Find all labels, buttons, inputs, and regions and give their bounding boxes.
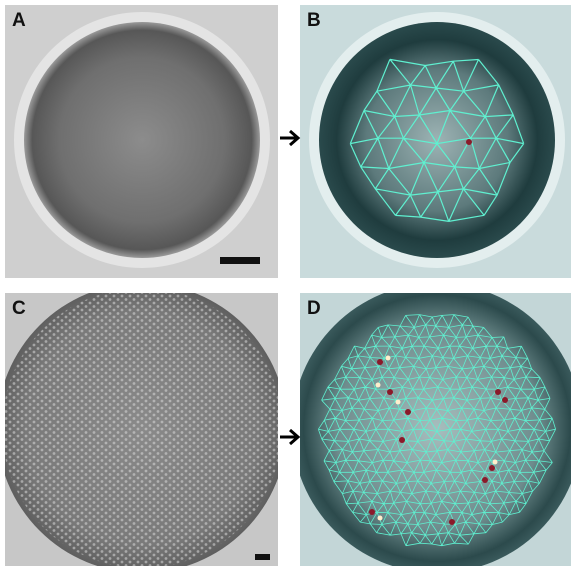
panel-a bbox=[5, 5, 278, 278]
panel-c bbox=[0, 283, 287, 568]
page: A B C D (() => { const data = JSON.parse… bbox=[0, 0, 571, 568]
arrow bbox=[280, 131, 298, 145]
panel-d bbox=[292, 283, 571, 568]
figure: A B C D bbox=[0, 0, 571, 568]
panel-label: B bbox=[307, 10, 321, 31]
scale-bar bbox=[220, 257, 260, 264]
panel-label: C bbox=[12, 298, 26, 319]
panel-label: A bbox=[12, 10, 26, 31]
arrow bbox=[280, 430, 298, 444]
panel-label: D bbox=[307, 298, 321, 319]
scale-bar bbox=[255, 554, 270, 560]
panel-b bbox=[300, 5, 571, 278]
